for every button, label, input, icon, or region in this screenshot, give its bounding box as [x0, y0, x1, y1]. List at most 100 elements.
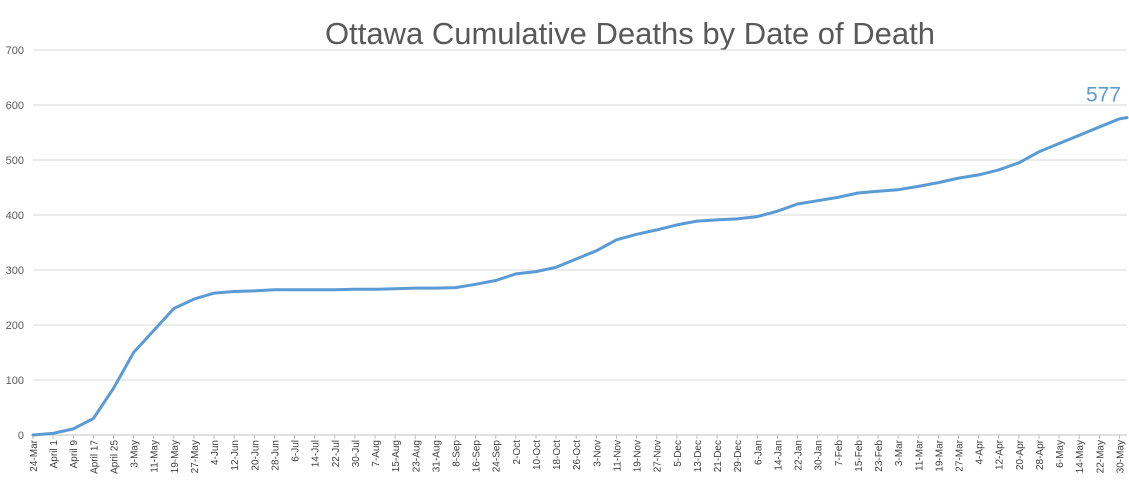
- annotations-group: 577: [1086, 84, 1121, 107]
- x-tick-label: 22-May: [1095, 440, 1106, 473]
- y-tick-label: 600: [6, 100, 24, 112]
- data-point: [776, 209, 779, 213]
- x-tick-label: 30-Jul: [351, 440, 362, 467]
- x-tick-label: 16-Sep: [472, 440, 483, 473]
- x-tick-label: 11-Mar: [914, 439, 925, 471]
- data-point: [514, 272, 518, 276]
- x-tick-label: 6-May: [1055, 440, 1066, 468]
- data-point: [112, 386, 115, 390]
- data-point: [434, 286, 437, 290]
- data-point: [836, 196, 840, 199]
- x-tick-label: 14-May: [1075, 440, 1086, 473]
- x-tick-label: 21-Dec: [713, 440, 724, 472]
- x-tick-label: 3-May: [130, 440, 141, 468]
- data-point: [615, 238, 618, 242]
- data-point: [856, 191, 860, 195]
- x-axis-tick-labels: 24-Mar April 1 April 9 April 17 April 25 3-Ma…: [29, 435, 1126, 474]
- data-point: [293, 288, 296, 292]
- x-tick-label: 24-Mar: [29, 439, 40, 471]
- data-point: [997, 168, 1001, 172]
- x-tick-label: 10-Oct: [532, 440, 543, 470]
- x-tick-label: 7-Feb: [834, 440, 845, 467]
- y-tick-label: 300: [6, 265, 24, 277]
- x-tick-label: 11-Nov: [612, 440, 623, 472]
- data-point: [494, 279, 498, 282]
- x-tick-label: 27-May: [190, 440, 201, 473]
- x-tick-label: 14-Jan: [773, 440, 784, 471]
- data-point: [232, 290, 236, 293]
- data-point: [1118, 117, 1121, 121]
- data-point: [534, 270, 538, 273]
- data-point: [635, 232, 638, 236]
- data-point: [212, 291, 216, 295]
- x-tick-label: 8-Sep: [452, 440, 463, 467]
- x-tick-label: 23-Feb: [874, 440, 885, 472]
- data-point: [192, 297, 196, 301]
- y-tick-label: 500: [6, 155, 24, 167]
- x-tick-label: 20-Apr: [1015, 439, 1026, 470]
- x-tick-label: 12-Jun: [230, 440, 241, 471]
- x-tick-label: 7-Aug: [371, 440, 382, 467]
- x-tick-label: April 1: [49, 440, 60, 469]
- data-point: [957, 176, 960, 180]
- data-point: [896, 188, 900, 191]
- gridlines: [33, 49, 1127, 381]
- x-tick-label: 4-Apr: [975, 439, 986, 464]
- y-tick-label: 400: [6, 210, 24, 222]
- x-tick-label: April 9: [69, 440, 80, 469]
- x-tick-label: 19-Mar: [934, 439, 945, 471]
- data-point: [1037, 150, 1041, 154]
- data-label: 577: [1086, 84, 1121, 107]
- y-tick-label: 100: [6, 375, 24, 387]
- y-tick-label: 200: [6, 320, 24, 332]
- y-tick-label: 700: [6, 45, 24, 57]
- chart-title: Ottawa Cumulative Deaths by Date of Deat…: [325, 16, 935, 51]
- x-tick-label: 13-Dec: [693, 440, 704, 472]
- x-tick-label: 19-May: [170, 440, 181, 473]
- data-point: [977, 173, 980, 177]
- data-point: [51, 432, 55, 435]
- x-tick-label: 20-Jun: [250, 440, 261, 471]
- data-point: [393, 287, 397, 291]
- x-tick-label: 4-Jun: [210, 440, 221, 465]
- data-point: [715, 218, 719, 222]
- data-point: [474, 283, 477, 286]
- x-tick-label: 31-Aug: [431, 440, 442, 472]
- x-tick-label: 28-Apr: [1035, 439, 1046, 470]
- data-point: [816, 199, 819, 202]
- x-tick-label: 3-Mar: [894, 439, 905, 466]
- data-point: [71, 427, 75, 431]
- data-point: [152, 329, 156, 332]
- x-tick-label: 3-Nov: [592, 440, 603, 467]
- x-tick-label: 12-Apr: [995, 439, 1006, 470]
- x-tick-label: 5-Dec: [673, 440, 684, 467]
- y-tick-label: 0: [18, 430, 24, 442]
- data-point: [554, 265, 558, 269]
- data-point: [1077, 133, 1081, 137]
- data-point: [595, 249, 598, 253]
- x-tick-label: 23-Aug: [411, 440, 422, 472]
- data-point: [916, 185, 920, 188]
- data-point: [796, 202, 799, 206]
- x-tick-label: 15-Aug: [391, 440, 402, 472]
- x-tick-label: 27-Mar: [954, 439, 965, 471]
- x-tick-label: 26-Oct: [572, 440, 583, 470]
- data-point: [253, 289, 256, 293]
- x-tick-label: 28-Jun: [270, 440, 281, 471]
- x-tick-label: 18-Oct: [552, 440, 563, 470]
- data-point: [353, 287, 357, 291]
- data-point: [756, 215, 759, 218]
- data-point: [1125, 116, 1129, 119]
- data-point: [735, 217, 739, 221]
- data-point: [695, 219, 699, 223]
- x-tick-label: 6-Jan: [753, 440, 764, 465]
- y-axis-tick-labels: 0 100 200 300 400 500 600 700: [6, 45, 24, 442]
- data-point: [1057, 142, 1061, 145]
- data-point: [876, 190, 880, 193]
- data-point: [1098, 125, 1101, 129]
- x-tick-label: 6-Jul: [291, 440, 302, 462]
- data-point: [655, 228, 659, 232]
- x-tick-label: 14-Jul: [311, 440, 322, 467]
